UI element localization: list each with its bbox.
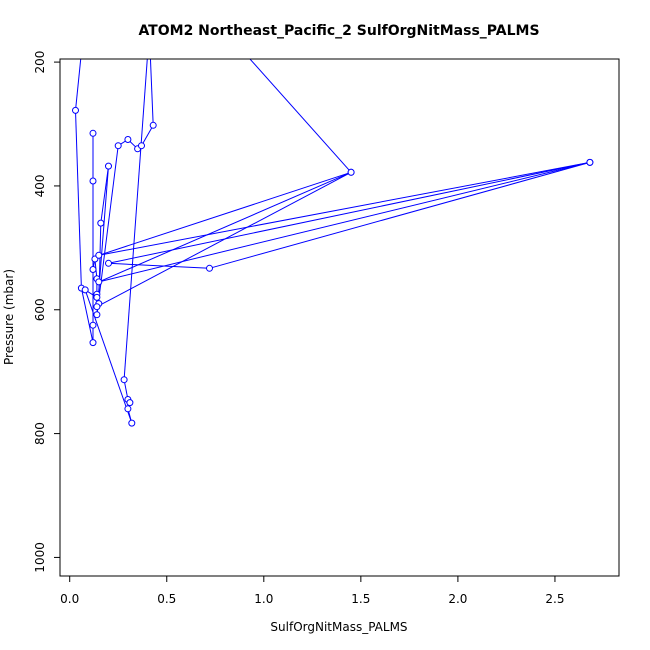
y-tick-label: 200 [33, 51, 47, 74]
x-axis-label: SulfOrgNitMass_PALMS [270, 620, 407, 634]
data-point [128, 419, 136, 427]
data-point [89, 129, 97, 137]
series-segment [98, 161, 590, 256]
data-point [93, 311, 101, 319]
y-tick-label: 800 [33, 422, 47, 445]
data-point [120, 376, 128, 384]
y-tick-label: 400 [33, 174, 47, 197]
y-axis-label: Pressure (mbar) [2, 269, 16, 365]
series-segment [141, 125, 154, 146]
x-tick-label: 1.5 [351, 592, 370, 606]
series-segment [100, 166, 109, 224]
data-point [124, 136, 132, 143]
plot-area [72, 59, 594, 427]
data-point [93, 303, 101, 311]
data-point [347, 168, 355, 176]
series-segment [108, 262, 210, 269]
data-point [93, 293, 101, 301]
series-segment [123, 59, 148, 380]
data-point [586, 158, 594, 166]
series-segment [98, 171, 352, 283]
series-segment [98, 171, 352, 256]
series-segment [96, 166, 109, 315]
y-axis: 200 400 600 800 1000 [33, 51, 60, 573]
data-point [89, 177, 97, 185]
plot-frame [59, 58, 620, 577]
data-point [124, 405, 132, 413]
series-segment [84, 289, 133, 424]
data-point [89, 321, 97, 329]
y-tick-label: 600 [33, 298, 47, 321]
series-segment [149, 59, 154, 126]
data-point [81, 286, 89, 294]
data-point [138, 142, 145, 150]
data-point [95, 251, 103, 259]
data-point [72, 106, 79, 114]
y-tick-label: 1000 [33, 542, 47, 573]
chart-title: ATOM2 Northeast_Pacific_2 SulfOrgNitMass… [138, 23, 539, 39]
series-segment [108, 161, 591, 264]
data-point [105, 259, 112, 267]
data-point [89, 339, 97, 347]
data-point [149, 121, 157, 129]
data-point [97, 219, 105, 227]
x-tick-label: 2.0 [448, 592, 467, 606]
x-tick-label: 0.0 [60, 592, 79, 606]
series-segment [96, 145, 119, 315]
series-segment [249, 59, 352, 173]
data-point [114, 142, 122, 150]
data-point [206, 264, 213, 272]
series-segment [75, 110, 82, 289]
series-segment [209, 161, 591, 269]
series-segment [75, 59, 82, 111]
data-point [89, 266, 97, 273]
x-tick-label: 2.5 [545, 592, 564, 606]
data-point [105, 162, 112, 170]
series-segment [80, 287, 94, 343]
x-tick-label: 0.5 [157, 592, 176, 606]
data-point [126, 399, 134, 407]
x-tick-label: 1.0 [254, 592, 273, 606]
series-segment [98, 161, 591, 283]
x-axis: 0.0 0.5 1.0 1.5 2.0 2.5 [60, 576, 564, 606]
data-point [95, 278, 103, 286]
